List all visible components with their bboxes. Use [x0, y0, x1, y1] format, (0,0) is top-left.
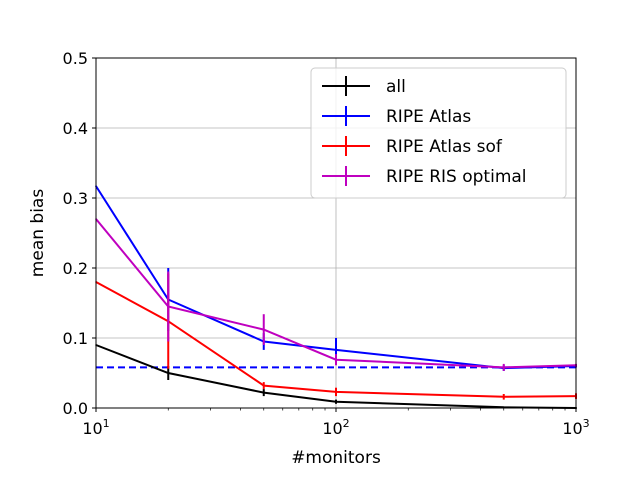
- data-point: [335, 349, 337, 351]
- y-tick-label: 0.5: [63, 49, 88, 68]
- data-point: [262, 328, 265, 331]
- legend-label: RIPE RIS optimal: [386, 167, 527, 187]
- data-point: [167, 305, 170, 308]
- series-layer: [95, 185, 577, 409]
- data-point: [167, 372, 170, 374]
- y-tick-label: 0.4: [63, 119, 88, 138]
- y-tick-label: 0.1: [63, 329, 88, 348]
- series-line: [95, 281, 577, 398]
- data-point: [502, 366, 505, 369]
- series-line: [95, 218, 577, 369]
- data-point: [335, 400, 337, 403]
- legend-label: all: [386, 77, 406, 97]
- data-point: [262, 391, 265, 394]
- legend-entry: RIPE Atlas sof: [322, 136, 503, 157]
- data-point: [335, 358, 337, 361]
- data-point: [335, 391, 337, 393]
- data-point: [502, 396, 505, 398]
- legend: all RIPE Atlas RIPE Atlas sof RIPE RIS opti…: [310, 67, 567, 199]
- y-tick-label: 0.0: [63, 399, 88, 418]
- legend-label: RIPE Atlas sof: [386, 137, 503, 157]
- y-axis-label: mean bias: [28, 189, 48, 278]
- y-tick-label: 0.2: [63, 259, 88, 278]
- x-axis-label: #monitors: [291, 448, 381, 468]
- axis-ticks: 0.0 0.1 0.2 0.3 0.4 0.5 101 102 103: [63, 49, 590, 438]
- x-tick-label: 102: [322, 417, 349, 438]
- y-tick-label: 0.3: [63, 189, 88, 208]
- legend-entry: all: [322, 76, 406, 97]
- series-line: [95, 344, 577, 409]
- x-tick-label: 101: [82, 417, 109, 438]
- legend-box: [310, 67, 567, 199]
- data-point: [262, 384, 265, 387]
- legend-entry: RIPE Atlas: [322, 106, 471, 127]
- legend-label: RIPE Atlas: [386, 107, 471, 127]
- legend-entry: RIPE RIS optimal: [322, 166, 527, 187]
- x-tick-label: 103: [562, 417, 589, 438]
